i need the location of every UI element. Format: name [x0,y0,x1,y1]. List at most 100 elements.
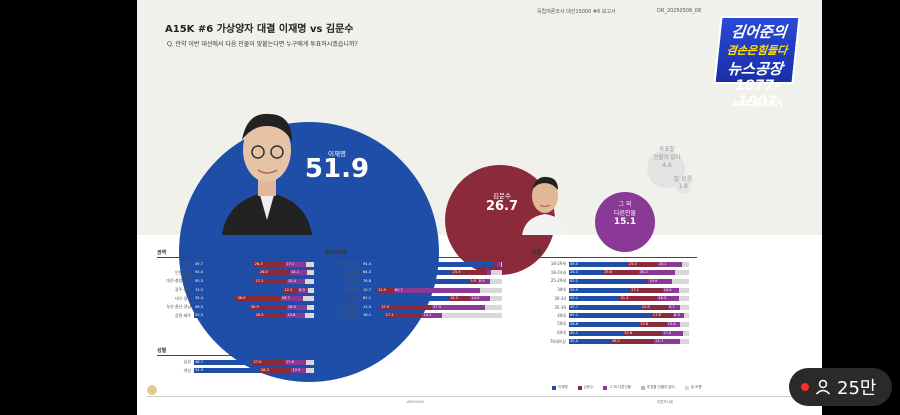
kim-portrait [522,176,568,235]
bar-segment: 22.8 [639,321,667,327]
table-row: 50대 58.6 22.8 10.8 [532,320,697,329]
channel-logo: 김어준의 겸손은힘들다 뉴스공장 [713,16,801,84]
table-title: 정당지지도 [325,249,510,258]
bar-segment: 46.5 [194,304,250,310]
bar-segment: 12.5 [291,368,307,374]
bar-segment: 31.4 [619,296,658,302]
legend-item: 잘 모름 [684,385,702,390]
table-row: 개혁신당 10.7 11.9 61.7 [325,286,510,295]
bar-segment: 22.8 [640,304,668,310]
stacked-bar: 54.0 26.0 14.1 [194,270,314,276]
legend-item: 이재명 [552,385,568,390]
stacked-bar: 62.1 15.3 14.0 [362,296,502,302]
bar-segment-rest [442,313,502,319]
headline-panel: 독립여론조사 대선15000 #6 보고서 DR_20250506_08 A15… [137,0,822,382]
row-label: 18-24세 [550,269,566,275]
bar-segment: 18.7 [280,296,304,302]
footer-brand: 여론조사꽃 [657,400,674,404]
bar-segment-rest [480,287,502,293]
row-label: 70세이상 [549,338,566,344]
bar-segment: 20.1 [657,261,682,267]
bar-segment: 36.1 [611,339,655,345]
bar-segment: 14.1 [289,270,307,276]
table-row: 인천·경기 54.0 26.0 14.1 [157,269,322,278]
legend-label: 잘 모름 [690,385,702,389]
bar-segment-rest [306,270,314,276]
table-row: 25-29세 63.1 19.9 [532,277,697,286]
table-row: 70세이상 35.0 36.1 21.7 [532,337,697,346]
legend-label: 그 외 다른인물 [609,385,631,389]
stacked-bar: 50.3 27.1 15.4 [194,278,314,284]
table-title: 권역 [157,249,322,258]
legend-swatch [552,385,556,390]
bar-segment-rest [489,296,502,302]
bar-segment: 15.4 [286,278,306,284]
bubble-lee [179,122,439,382]
live-dot-icon [801,383,809,391]
bar-segment: 14.0 [662,287,680,293]
bar-segment: 19.9 [648,278,673,284]
bar-segment: 94.4 [362,261,493,267]
table-gender: 성별 남성 48.7 27.0 17.8 여성 54.9 26.3 12.5 [157,347,322,375]
survey-question: Q. 만약 이번 대선에서 다음 인물이 맞붙는다면 누구에게 투표하시겠습니까… [167,41,358,48]
bubble-unknown [675,178,691,194]
bar-segment: 10.7 [362,287,377,293]
bar-segment: 58.6 [569,321,640,327]
report-meta: 독립여론조사 대선15000 #6 보고서 [537,9,616,15]
row-label: 진보당 [347,295,359,301]
report-code: DR_20250506_08 [657,8,702,14]
row-label: 지지정당없음 [336,312,359,318]
bar-segment: 5.9 [469,278,478,284]
bar-segment-rest [682,330,689,336]
stacked-bar: 58.6 22.8 10.8 [569,321,689,327]
bar-segment: 17.8 [284,359,307,365]
logo-mark [147,385,157,395]
bubble-kim-value: 26.7 [485,199,519,214]
stacked-bar: 49.0 25.0 20.1 [569,261,689,267]
table-row: 지지정당없음 16.1 27.1 14.1 [325,312,510,321]
bar-segment-rest [305,313,314,319]
bar-segment: 63.1 [569,278,645,284]
table-row: 진보당 62.1 15.3 14.0 [325,294,510,303]
bar-segment: 30.9 [249,304,287,310]
bar-segment: 62.1 [362,296,449,302]
bar-segment-rest [674,270,689,276]
table-row: 그외다른정당 13.0 37.0 37.9 [325,303,510,312]
table-row: 35-39 59.7 22.8 9.7 [532,303,697,312]
row-label: 25-29세 [550,278,566,284]
chart-legend: 이재명 김문수 그 외 다른인물 투표할 인물이 없다 잘 모름 [552,385,702,390]
bar-segment: 8.9 [477,278,491,284]
table-row: 대구·경북 35.4 36.9 18.7 [157,294,322,303]
bubble-lee-name: 이재명 [328,150,346,158]
bar-segment-rest [681,261,689,267]
bar-segment: 15.8 [286,313,306,319]
stacked-bar: 13.0 37.0 37.9 [362,304,502,310]
table-row: 18-24세 28.3 29.8 30.2 [532,269,697,278]
stacked-bar: 50.5 26.5 15.8 [194,313,314,319]
stacked-bar: 76.8 5.9 8.9 [362,278,502,284]
bar-segment: 27.1 [254,278,287,284]
bar-segment: 14.0 [470,296,490,302]
bubble-other [595,192,655,252]
bar-segment-rest [490,278,502,284]
bar-segment [644,278,649,284]
page-footer: ARS100% 여론조사꽃 [147,385,812,411]
stacked-bar: 64.0 25.3 [362,270,502,276]
bar-segment: 32.6 [623,330,663,336]
lee-portrait [222,113,312,235]
bar-segment [496,261,502,267]
bar-segment-rest [306,368,314,374]
bar-segment-rest [306,359,314,365]
bar-segment: 50.3 [194,278,255,284]
live-viewer-badge[interactable]: 25만 [789,368,892,406]
bar-segment: 49.7 [194,261,254,267]
bar-segment: 37.0 [380,304,432,310]
row-label: 여성 [183,367,191,373]
table-row: 30-34 42.1 31.4 18.3 [532,294,697,303]
stacked-bar: 35.4 36.9 18.7 [194,296,314,302]
bar-segment: 15.3 [448,296,471,302]
logo-line1: 김어준의 [730,23,788,41]
bar-segment: 64.0 [362,270,452,276]
stacked-bar: 59.7 22.8 9.7 [569,304,689,310]
bar-segment: 59.7 [569,304,641,310]
